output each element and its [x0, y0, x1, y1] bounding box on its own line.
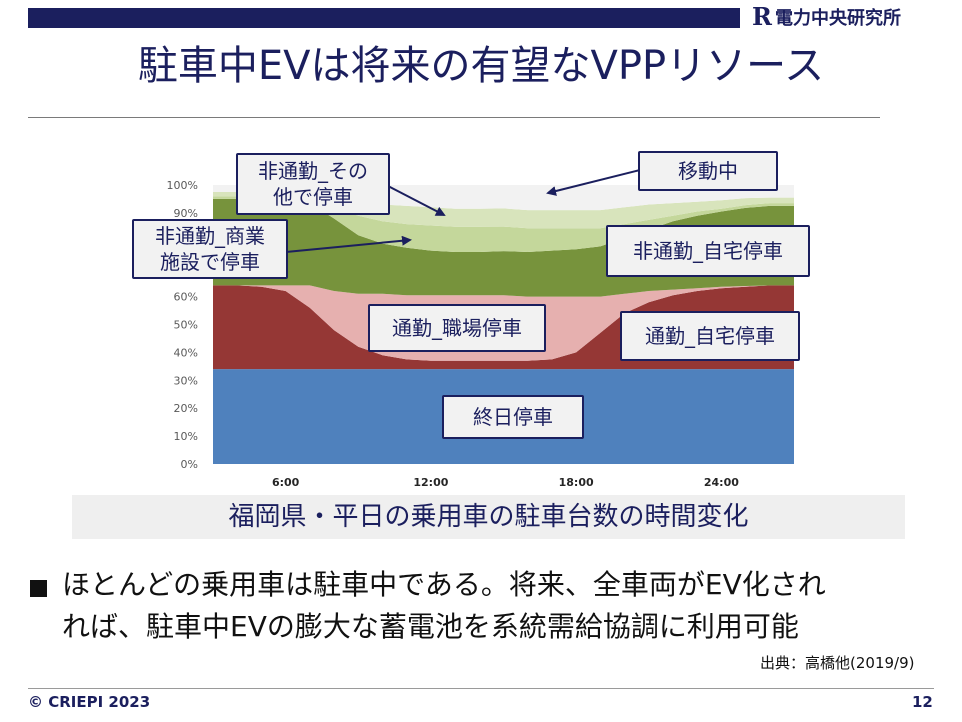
chart-callout-arrows	[285, 169, 641, 253]
bullet-text: ほとんどの乗用車は駐車中である。将来、全車両がEV化され れば、駐車中EVの膨大…	[62, 564, 942, 648]
footer-divider	[28, 688, 934, 689]
y-tick-label: 30%	[174, 374, 198, 387]
callout-non-commute-other: 非通勤_その 他で停車	[236, 153, 390, 215]
callout-commute-home: 通勤_自宅停車	[620, 311, 800, 361]
y-tick-label: 90%	[174, 207, 198, 220]
stacked-area-chart: 0%10%20%30%40%50%60%70%80%90%100% 6:0012…	[167, 169, 794, 489]
y-tick-label: 60%	[174, 291, 198, 304]
bullet-line-1: ほとんどの乗用車は駐車中である。将来、全車両がEV化され	[62, 568, 826, 601]
copyright: © CRIEPI 2023	[28, 693, 151, 711]
x-tick-label: 6:00	[272, 476, 300, 489]
bullet-line-2: れば、駐車中EVの膨大な蓄電池を系統需給協調に利用可能	[62, 610, 799, 643]
y-tick-label: 20%	[174, 402, 198, 415]
chart-x-ticks: 6:00 12:00 18:00 24:00	[272, 476, 739, 489]
criepi-logo: R 電力中央研究所	[752, 4, 901, 30]
y-tick-label: 100%	[167, 179, 198, 192]
x-tick-label: 12:00	[413, 476, 448, 489]
y-tick-label: 50%	[174, 319, 198, 332]
y-tick-label: 40%	[174, 346, 198, 359]
callout-moving: 移動中	[638, 151, 778, 191]
callout-non-commute-home: 非通勤_自宅停車	[606, 225, 810, 277]
source-citation: 出典：高橋他(2019/9)	[760, 654, 915, 672]
x-tick-label: 18:00	[559, 476, 594, 489]
criepi-logo-mark: R	[752, 2, 772, 31]
area-series-4	[213, 196, 794, 252]
arrow-non-commute-commercial	[285, 235, 412, 253]
page-number: 12	[912, 693, 933, 711]
criepi-logo-text: 電力中央研究所	[774, 8, 901, 29]
y-tick-label: 0%	[181, 458, 198, 471]
x-tick-label: 24:00	[704, 476, 739, 489]
header-bar	[28, 8, 740, 28]
y-tick-label: 10%	[174, 430, 198, 443]
title-divider	[28, 117, 880, 118]
callout-non-commute-commercial: 非通勤_商業 施設で停車	[132, 219, 288, 279]
arrow-moving	[546, 169, 641, 196]
caption-band	[72, 495, 905, 539]
slide-title: 駐車中EVは将来の有望なVPPリソース	[137, 43, 825, 89]
arrow-non-commute-other	[387, 185, 446, 216]
callout-commute-work: 通勤_職場停車	[368, 304, 546, 352]
callout-all-day: 終日停車	[442, 395, 584, 439]
bullet-square-icon	[30, 580, 47, 597]
chart-caption: 福岡県・平日の乗用車の駐車台数の時間変化	[228, 502, 749, 532]
